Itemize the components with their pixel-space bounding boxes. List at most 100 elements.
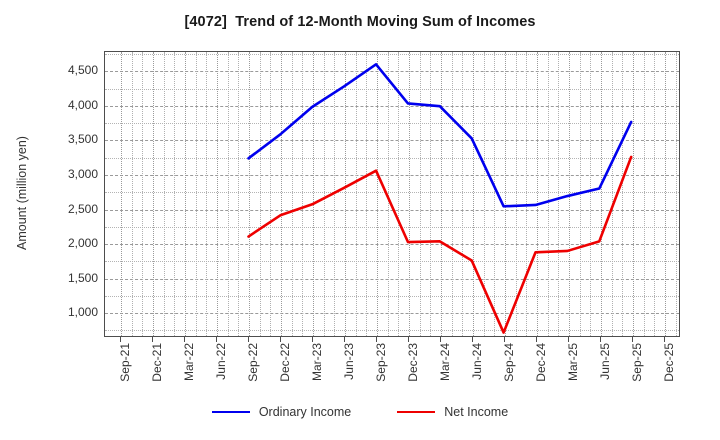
- gridline-vertical-minor: [323, 52, 325, 336]
- gridline-vertical: [441, 52, 442, 336]
- gridline-vertical: [377, 52, 378, 336]
- chart-legend: Ordinary Income Net Income: [0, 405, 720, 419]
- x-tick-mark: [120, 337, 121, 342]
- legend-item-net-income[interactable]: Net Income: [397, 405, 508, 419]
- x-tick-label: Mar-23: [309, 343, 324, 382]
- gridline-vertical: [281, 52, 282, 336]
- x-tick-label: Mar-22: [181, 343, 196, 382]
- gridline-minor: [105, 88, 679, 90]
- gridline-vertical-minor: [259, 52, 261, 336]
- gridline-major: [105, 105, 679, 107]
- x-tick-label: Mar-25: [565, 343, 580, 382]
- y-tick-label: 1,500: [67, 270, 98, 285]
- x-tick-mark: [184, 337, 185, 342]
- gridline-vertical: [505, 52, 506, 336]
- gridline-vertical: [409, 52, 410, 336]
- series-line-net-income: [249, 157, 632, 333]
- gridline-vertical: [217, 52, 218, 336]
- chart-title: [4072] Trend of 12-Month Moving Sum of I…: [184, 14, 536, 30]
- y-tick-label: 2,500: [67, 201, 98, 216]
- series-layer: [105, 52, 679, 336]
- gridline-vertical-minor: [142, 52, 144, 336]
- x-tick-label: Jun-23: [341, 343, 356, 380]
- gridline-vertical-minor: [515, 52, 517, 336]
- gridline-vertical-minor: [483, 52, 485, 336]
- gridline-major: [105, 313, 679, 315]
- x-tick-mark: [504, 337, 505, 342]
- gridline-vertical-minor: [206, 52, 208, 336]
- gridline-vertical-minor: [547, 52, 549, 336]
- y-axis-ticks: 4,500 4,000 3,500 3,000 2,500 2,000 1,500 1,000: [48, 51, 98, 337]
- gridline-vertical-minor: [654, 52, 656, 336]
- gridline-vertical-minor: [270, 52, 272, 336]
- gridline-vertical: [665, 52, 666, 336]
- gridline-vertical-minor: [174, 52, 176, 336]
- gridline-vertical: [537, 52, 538, 336]
- x-tick-label: Dec-21: [149, 343, 164, 382]
- legend-swatch-ordinary-income: [211, 411, 250, 413]
- legend-label-net-income: Net Income: [444, 405, 509, 419]
- gridline-vertical-minor: [558, 52, 560, 336]
- y-tick-label: 4,000: [67, 97, 98, 112]
- gridline-minor: [105, 192, 679, 194]
- x-tick-mark: [248, 337, 249, 342]
- gridline-vertical-minor: [302, 52, 304, 336]
- x-tick-mark: [216, 337, 217, 342]
- gridline-vertical: [569, 52, 570, 336]
- x-tick-label: Dec-25: [661, 343, 676, 382]
- y-tick-label: 4,500: [67, 63, 98, 78]
- gridline-vertical-minor: [590, 52, 592, 336]
- gridline-vertical: [185, 52, 186, 336]
- gridline-vertical: [601, 52, 602, 336]
- x-axis-ticks: Sep-21 Dec-21 Mar-22 Jun-22 Sep-22 Dec-22 Mar-…: [104, 337, 680, 407]
- gridline-minor: [105, 261, 679, 263]
- gridline-minor: [105, 123, 679, 125]
- gridline-vertical-minor: [398, 52, 400, 336]
- gridline-vertical-minor: [227, 52, 229, 336]
- gridline-vertical-minor: [131, 52, 133, 336]
- gridline-vertical: [313, 52, 314, 336]
- gridline-vertical-minor: [355, 52, 357, 336]
- x-tick-mark: [280, 337, 281, 342]
- x-tick-label: Mar-24: [437, 343, 452, 382]
- gridline-minor: [105, 226, 679, 228]
- gridline-vertical-minor: [611, 52, 613, 336]
- gridline-vertical-minor: [238, 52, 240, 336]
- x-tick-mark: [664, 337, 665, 342]
- x-tick-label: Sep-24: [501, 343, 516, 382]
- legend-label-ordinary-income: Ordinary Income: [258, 405, 352, 419]
- gridline-vertical-minor: [526, 52, 528, 336]
- legend-swatch-net-income: [397, 411, 436, 413]
- x-tick-label: Sep-25: [629, 343, 644, 382]
- x-tick-label: Sep-22: [245, 343, 260, 382]
- gridline-minor: [105, 295, 679, 297]
- gridline-major: [105, 278, 679, 280]
- x-tick-mark: [568, 337, 569, 342]
- gridline-vertical-minor: [675, 52, 677, 336]
- y-tick-label: 1,000: [67, 305, 98, 320]
- x-tick-mark: [344, 337, 345, 342]
- plot-inner: [105, 52, 679, 336]
- x-tick-mark: [408, 337, 409, 342]
- gridline-vertical: [633, 52, 634, 336]
- x-tick-mark: [472, 337, 473, 342]
- gridline-vertical-minor: [163, 52, 165, 336]
- gridline-vertical-minor: [462, 52, 464, 336]
- x-tick-mark: [536, 337, 537, 342]
- x-tick-label: Sep-23: [373, 343, 388, 382]
- x-tick-mark: [312, 337, 313, 342]
- gridline-vertical: [153, 52, 154, 336]
- gridline-vertical-minor: [195, 52, 197, 336]
- y-axis-label: Amount (million yen): [15, 136, 29, 250]
- legend-item-ordinary-income[interactable]: Ordinary Income: [211, 405, 352, 419]
- gridline-vertical-minor: [622, 52, 624, 336]
- x-tick-mark: [152, 337, 153, 342]
- x-tick-label: Jun-25: [597, 343, 612, 380]
- x-tick-label: Jun-22: [213, 343, 228, 380]
- gridline-minor: [105, 54, 679, 56]
- y-tick-label: 3,500: [67, 132, 98, 147]
- gridline-vertical: [345, 52, 346, 336]
- gridline-minor: [105, 330, 679, 332]
- gridline-vertical: [249, 52, 250, 336]
